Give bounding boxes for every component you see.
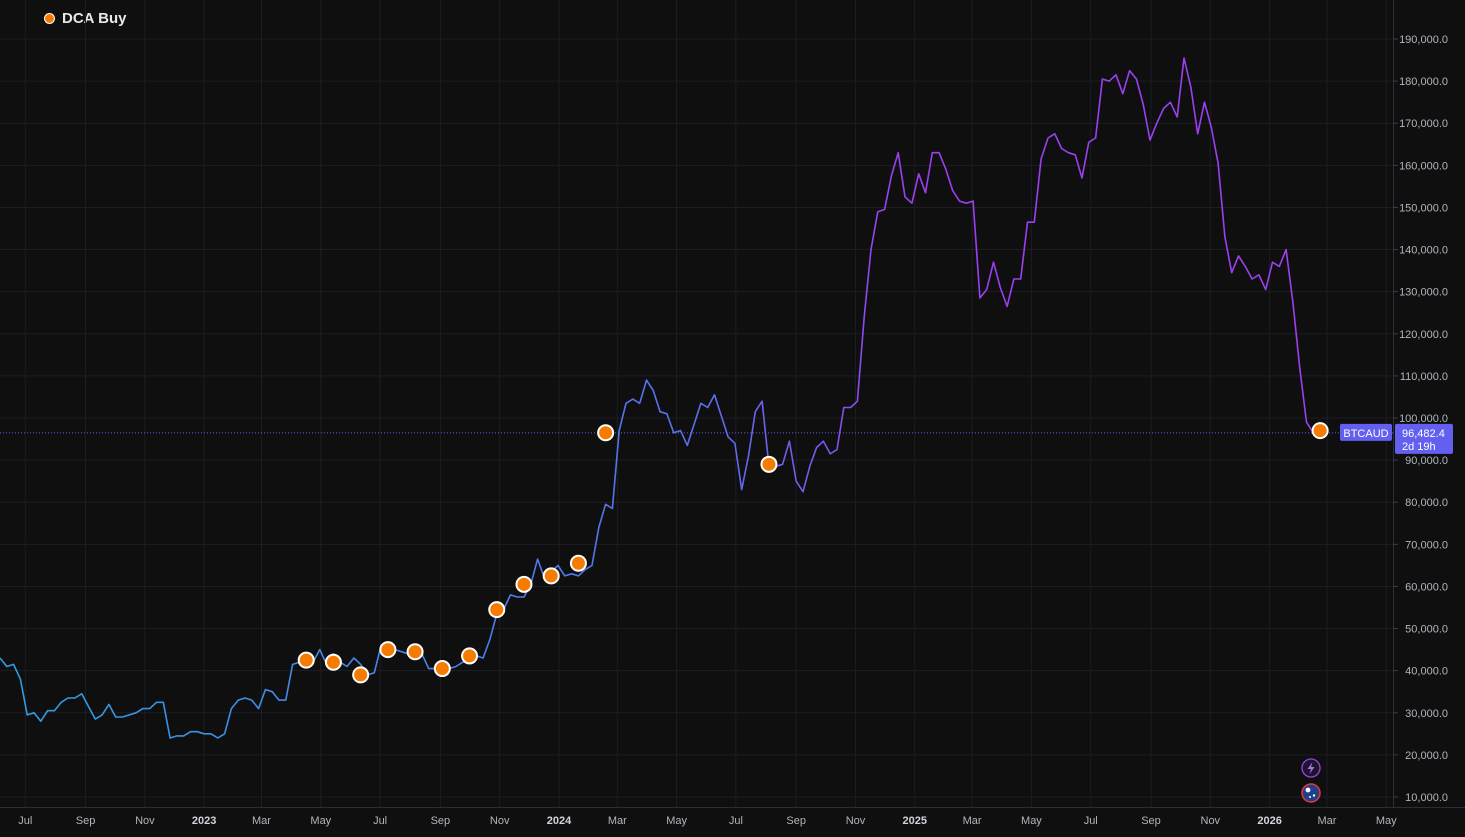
y-tick-label: 70,000.0 bbox=[1405, 539, 1448, 551]
x-tick-label: May bbox=[1376, 815, 1397, 827]
x-tick-label: Jul bbox=[1084, 815, 1098, 827]
x-tick-label: 2023 bbox=[192, 815, 216, 827]
legend-label: DCA Buy bbox=[62, 10, 127, 27]
dca-buy-marker[interactable] bbox=[597, 424, 615, 442]
dca-buy-marker[interactable] bbox=[569, 554, 587, 572]
y-tick-label: 30,000.0 bbox=[1405, 708, 1448, 720]
dca-buy-marker[interactable] bbox=[297, 651, 315, 669]
symbol-badge bbox=[1340, 423, 1392, 441]
y-tick-label: 170,000.0 bbox=[1399, 118, 1448, 130]
x-tick-label: Mar bbox=[608, 815, 627, 827]
legend: DCA Buy bbox=[44, 10, 126, 27]
x-tick-label: Sep bbox=[1141, 815, 1161, 827]
flag-icon[interactable] bbox=[1301, 783, 1321, 803]
dca-buy-marker[interactable] bbox=[515, 575, 533, 593]
x-tick-label: Jul bbox=[729, 815, 743, 827]
y-tick-label: 20,000.0 bbox=[1405, 750, 1448, 762]
dca-buy-marker[interactable] bbox=[488, 601, 506, 619]
y-tick-label: 180,000.0 bbox=[1399, 76, 1448, 88]
x-tick-label: Sep bbox=[76, 815, 96, 827]
x-tick-label: Nov bbox=[1201, 815, 1221, 827]
x-tick-label: Jul bbox=[18, 815, 32, 827]
y-tick-label: 110,000.0 bbox=[1400, 371, 1448, 383]
series-line bbox=[0, 57, 1314, 739]
x-tick-label: 2025 bbox=[903, 815, 927, 827]
x-axis[interactable]: Jul Sep Nov 2023 Mar May Jul Sep Nov 2024 Mar May Ju… bbox=[0, 807, 1465, 828]
y-tick-label: 100,000.0 bbox=[1399, 413, 1448, 425]
x-tick-label: Nov bbox=[135, 815, 155, 827]
x-tick-label: May bbox=[310, 815, 331, 827]
dca-markers bbox=[297, 422, 1329, 684]
y-tick-label: 40,000.0 bbox=[1405, 666, 1448, 678]
x-tick-label: May bbox=[666, 815, 687, 827]
x-tick-label: Jul bbox=[373, 815, 387, 827]
x-tick-label: Mar bbox=[1317, 815, 1336, 827]
x-tick-label: Sep bbox=[431, 815, 451, 827]
y-tick-label: 80,000.0 bbox=[1405, 497, 1448, 509]
x-tick-label: 2024 bbox=[547, 815, 572, 827]
y-tick-label: 190,000.0 bbox=[1399, 34, 1448, 46]
price-label: 96,482.4 bbox=[1402, 428, 1445, 440]
grid bbox=[0, 0, 1393, 807]
dca-buy-marker[interactable] bbox=[406, 643, 424, 661]
y-tick-label: 140,000.0 bbox=[1399, 245, 1448, 257]
x-tick-label: 2026 bbox=[1257, 815, 1281, 827]
dca-buy-marker[interactable] bbox=[352, 666, 370, 684]
dca-buy-marker[interactable] bbox=[324, 653, 342, 671]
y-tick-label: 160,000.0 bbox=[1399, 160, 1448, 172]
dca-buy-marker[interactable] bbox=[379, 641, 397, 659]
x-tick-label: Nov bbox=[490, 815, 510, 827]
legend-marker-icon bbox=[44, 13, 55, 24]
y-tick-label: 150,000.0 bbox=[1399, 202, 1448, 214]
x-tick-label: Nov bbox=[846, 815, 866, 827]
y-tick-label: 130,000.0 bbox=[1399, 287, 1448, 299]
x-tick-label: Mar bbox=[963, 815, 982, 827]
lightning-icon[interactable] bbox=[1301, 758, 1321, 778]
y-tick-label: 60,000.0 bbox=[1405, 581, 1448, 593]
y-tick-label: 50,000.0 bbox=[1405, 624, 1448, 636]
y-axis-background bbox=[1393, 0, 1465, 837]
countdown-label: 2d 19h bbox=[1402, 441, 1436, 453]
dca-buy-marker[interactable] bbox=[433, 660, 451, 678]
y-axis[interactable]: 10,000.0 20,000.0 30,000.0 40,000.0 50,000.0… bbox=[1393, 0, 1465, 837]
x-tick-label: May bbox=[1021, 815, 1042, 827]
price-tag bbox=[1395, 423, 1453, 454]
y-tick-label: 10,000.0 bbox=[1405, 792, 1448, 804]
symbol-label: BTCAUD bbox=[1343, 428, 1388, 440]
x-tick-label: Sep bbox=[786, 815, 806, 827]
x-tick-label: Mar bbox=[252, 815, 271, 827]
y-tick-label: 90,000.0 bbox=[1405, 455, 1448, 467]
dca-buy-marker[interactable] bbox=[1311, 422, 1329, 440]
dca-buy-marker[interactable] bbox=[542, 567, 560, 585]
y-tick-label: 120,000.0 bbox=[1399, 329, 1448, 341]
dca-buy-marker[interactable] bbox=[760, 455, 778, 473]
price-badge: BTCAUD 96,482.4 2d 19h bbox=[1340, 423, 1453, 454]
dca-buy-marker[interactable] bbox=[461, 647, 479, 665]
